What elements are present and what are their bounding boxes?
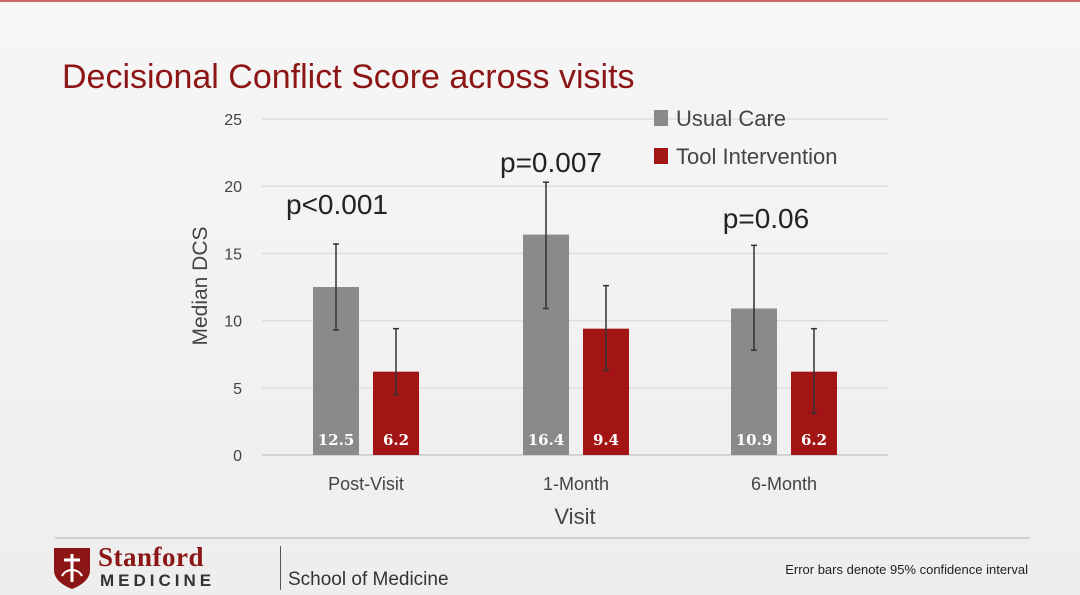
x-tick-label: 1-Month <box>543 474 609 494</box>
annotations: p<0.001 p=0.007 p=0.06 <box>286 147 809 234</box>
y-tick-label: 20 <box>224 179 242 196</box>
y-tick-label: 0 <box>233 448 242 465</box>
footnote: Error bars denote 95% confidence interva… <box>785 562 1028 577</box>
legend-label: Tool Intervention <box>676 144 837 169</box>
legend-swatch <box>654 148 668 164</box>
error-bars <box>333 181 817 415</box>
x-tick-label: 6-Month <box>751 474 817 494</box>
logo-school: School of Medicine <box>288 569 449 590</box>
x-tick-label: Post-Visit <box>328 474 404 494</box>
p-value-annotation: p=0.007 <box>500 147 602 178</box>
logo-separator <box>280 546 281 590</box>
legend-swatch <box>654 110 668 126</box>
data-label: 6.2 <box>383 431 409 449</box>
y-tick-label: 15 <box>224 246 242 263</box>
x-axis-label: Visit <box>554 504 595 529</box>
y-tick-labels: 0 5 10 15 20 25 <box>224 112 242 465</box>
gridlines <box>262 118 888 456</box>
legend-label: Usual Care <box>676 106 786 131</box>
bars <box>313 234 837 455</box>
p-value-annotation: p<0.001 <box>286 189 388 220</box>
data-label: 6.2 <box>801 431 827 449</box>
y-axis-label: Median DCS <box>189 226 212 345</box>
bar-chart: 0 5 10 15 20 25 12.5 16.4 10.9 6.2 9.4 6.2 Post-Vi… <box>189 106 888 529</box>
data-labels: 12.5 16.4 10.9 6.2 9.4 6.2 <box>318 431 827 449</box>
y-tick-label: 5 <box>233 381 242 398</box>
y-tick-label: 10 <box>224 314 242 331</box>
p-value-annotation: p=0.06 <box>723 203 809 234</box>
footer-divider <box>55 537 1030 539</box>
data-label: 12.5 <box>318 431 355 449</box>
data-label: 10.9 <box>736 431 773 449</box>
data-label: 9.4 <box>593 431 619 449</box>
data-label: 16.4 <box>528 431 565 449</box>
x-tick-labels: Post-Visit 1-Month 6-Month <box>328 474 817 494</box>
logo-stanford: Stanford <box>98 542 205 572</box>
shield-icon <box>54 548 90 589</box>
slide-title: Decisional Conflict Score across visits <box>62 58 635 96</box>
stanford-medicine-logo: Stanford MEDICINE School of Medicine <box>52 542 472 594</box>
legend: Usual Care Tool Intervention <box>654 106 837 169</box>
logo-medicine: MEDICINE <box>100 571 216 590</box>
y-tick-label: 25 <box>224 112 242 129</box>
